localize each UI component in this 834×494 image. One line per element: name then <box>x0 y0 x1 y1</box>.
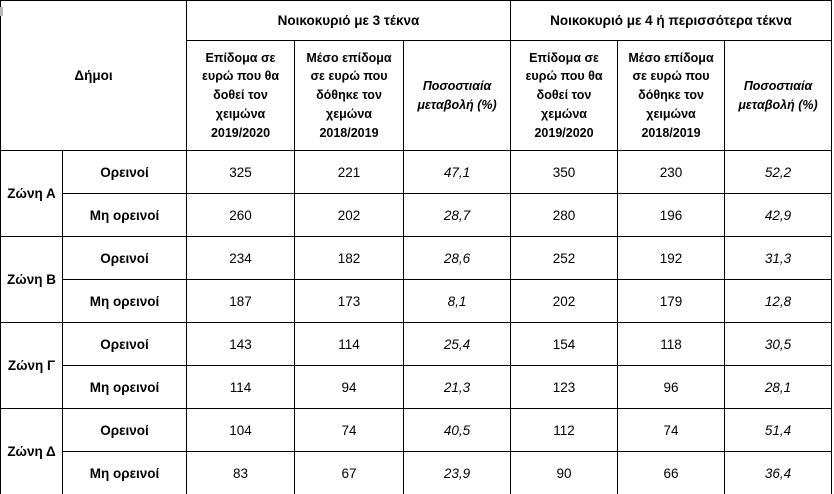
category-cell: Μη ορεινοί <box>62 365 187 409</box>
table-row: Ζώνη Α Ορεινοί 325 221 47,1 350 230 52,2 <box>0 150 833 237</box>
value-cell: 202 <box>510 279 619 323</box>
value-cell: 182 <box>294 236 404 280</box>
col-header-avg-allowance-2018-2019-g1: Μέσο επίδομα σε ευρώ που δόθηκε τον χεμώ… <box>294 40 404 151</box>
percent-cell: 8,1 <box>402 279 512 323</box>
value-cell: 192 <box>617 236 726 280</box>
value-cell: 114 <box>186 365 295 409</box>
group-header-4plus-children: Νοικοκυριό με 4 ή περισσότερα τέκνα <box>510 0 833 41</box>
value-cell: 221 <box>294 150 404 194</box>
percent-cell: 12,8 <box>724 279 833 323</box>
percent-cell: 52,2 <box>724 150 833 194</box>
table-row: Μη ορεινοί 187 173 8,1 202 179 12,8 <box>1 279 833 323</box>
table-row: Μη ορεινοί 83 67 23,9 90 66 36,4 <box>1 451 833 494</box>
zone-cell-a: Ζώνη Α <box>0 150 63 237</box>
value-cell: 74 <box>617 408 726 452</box>
value-cell: 325 <box>186 150 295 194</box>
value-cell: 260 <box>186 193 295 237</box>
col-header-allowance-2019-2020-g2: Επίδομα σε ευρώ που θα δοθεί τον χεμώνα … <box>510 40 619 151</box>
value-cell: 74 <box>294 408 404 452</box>
value-cell: 94 <box>294 365 404 409</box>
category-cell: Μη ορεινοί <box>62 279 187 323</box>
value-cell: 104 <box>186 408 295 452</box>
percent-cell: 42,9 <box>724 193 833 237</box>
value-cell: 96 <box>617 365 726 409</box>
col-header-allowance-2019-2020-g1: Επίδομα σε ευρώ που θα δοθεί τον χειμώνα… <box>186 40 295 151</box>
value-cell: 83 <box>186 451 295 494</box>
scan-edge-artifact <box>0 7 3 16</box>
value-cell: 114 <box>294 322 404 366</box>
zone-cell-d: Ζώνη Δ <box>0 408 63 494</box>
category-cell: Ορεινοί <box>62 236 187 280</box>
value-cell: 350 <box>510 150 619 194</box>
table-row: Ζώνη Β Ορεινοί 234 182 28,6 252 192 31,3 <box>0 236 833 323</box>
category-cell: Μη ορεινοί <box>62 451 187 494</box>
percent-cell: 30,5 <box>724 322 833 366</box>
col-header-percent-change-g1: Ποσοστιαία μεταβολή (%) <box>402 40 512 151</box>
value-cell: 112 <box>510 408 619 452</box>
group-header-3-children: Νοικοκυριό με 3 τέκνα <box>185 0 512 41</box>
table-row: Μη ορεινοί 260 202 28,7 280 196 42,9 <box>1 193 833 237</box>
value-cell: 90 <box>510 451 619 494</box>
percent-cell: 21,3 <box>402 365 512 409</box>
value-cell: 143 <box>186 322 295 366</box>
value-cell: 118 <box>617 322 726 366</box>
percent-cell: 23,9 <box>402 451 512 494</box>
value-cell: 179 <box>617 279 726 323</box>
value-cell: 66 <box>617 451 726 494</box>
value-cell: 123 <box>510 365 619 409</box>
header-row-groups: Δήμοι Νοικοκυριό με 3 τέκνα Νοικοκυριό μ… <box>0 0 833 151</box>
zone-cell-b: Ζώνη Β <box>0 236 63 323</box>
percent-cell: 28,1 <box>724 365 833 409</box>
value-cell: 230 <box>617 150 726 194</box>
value-cell: 173 <box>294 279 404 323</box>
col-header-avg-allowance-2018-2019-g2: Μέσο επίδομα σε ευρώ που δόθηκε τον χειμ… <box>617 40 726 151</box>
percent-cell: 47,1 <box>402 150 512 194</box>
percent-cell: 28,6 <box>402 236 512 280</box>
percent-cell: 25,4 <box>402 322 512 366</box>
category-cell: Ορεινοί <box>62 408 187 452</box>
value-cell: 67 <box>294 451 404 494</box>
zone-cell-c: Ζώνη Γ <box>0 322 63 409</box>
value-cell: 252 <box>510 236 619 280</box>
value-cell: 202 <box>294 193 404 237</box>
table-row: Ζώνη Γ Ορεινοί 143 114 25,4 154 118 30,5 <box>0 322 833 409</box>
table-row: Ζώνη Δ Ορεινοί 104 74 40,5 112 74 51,4 <box>0 408 833 494</box>
percent-cell: 51,4 <box>724 408 833 452</box>
value-cell: 234 <box>186 236 295 280</box>
col-header-percent-change-g2: Ποσοστιαία μεταβολή (%) <box>724 40 833 151</box>
value-cell: 154 <box>510 322 619 366</box>
table-row: Μη ορεινοί 114 94 21,3 123 96 28,1 <box>1 365 833 409</box>
category-cell: Ορεινοί <box>62 150 187 194</box>
corner-header-municipalities: Δήμοι <box>0 0 187 151</box>
category-cell: Ορεινοί <box>62 322 187 366</box>
percent-cell: 36,4 <box>724 451 833 494</box>
value-cell: 196 <box>617 193 726 237</box>
value-cell: 280 <box>510 193 619 237</box>
header-row-columns: Επίδομα σε ευρώ που θα δοθεί τον χειμώνα… <box>1 40 833 151</box>
category-cell: Μη ορεινοί <box>62 193 187 237</box>
value-cell: 187 <box>186 279 295 323</box>
percent-cell: 31,3 <box>724 236 833 280</box>
percent-cell: 28,7 <box>402 193 512 237</box>
percent-cell: 40,5 <box>402 408 512 452</box>
